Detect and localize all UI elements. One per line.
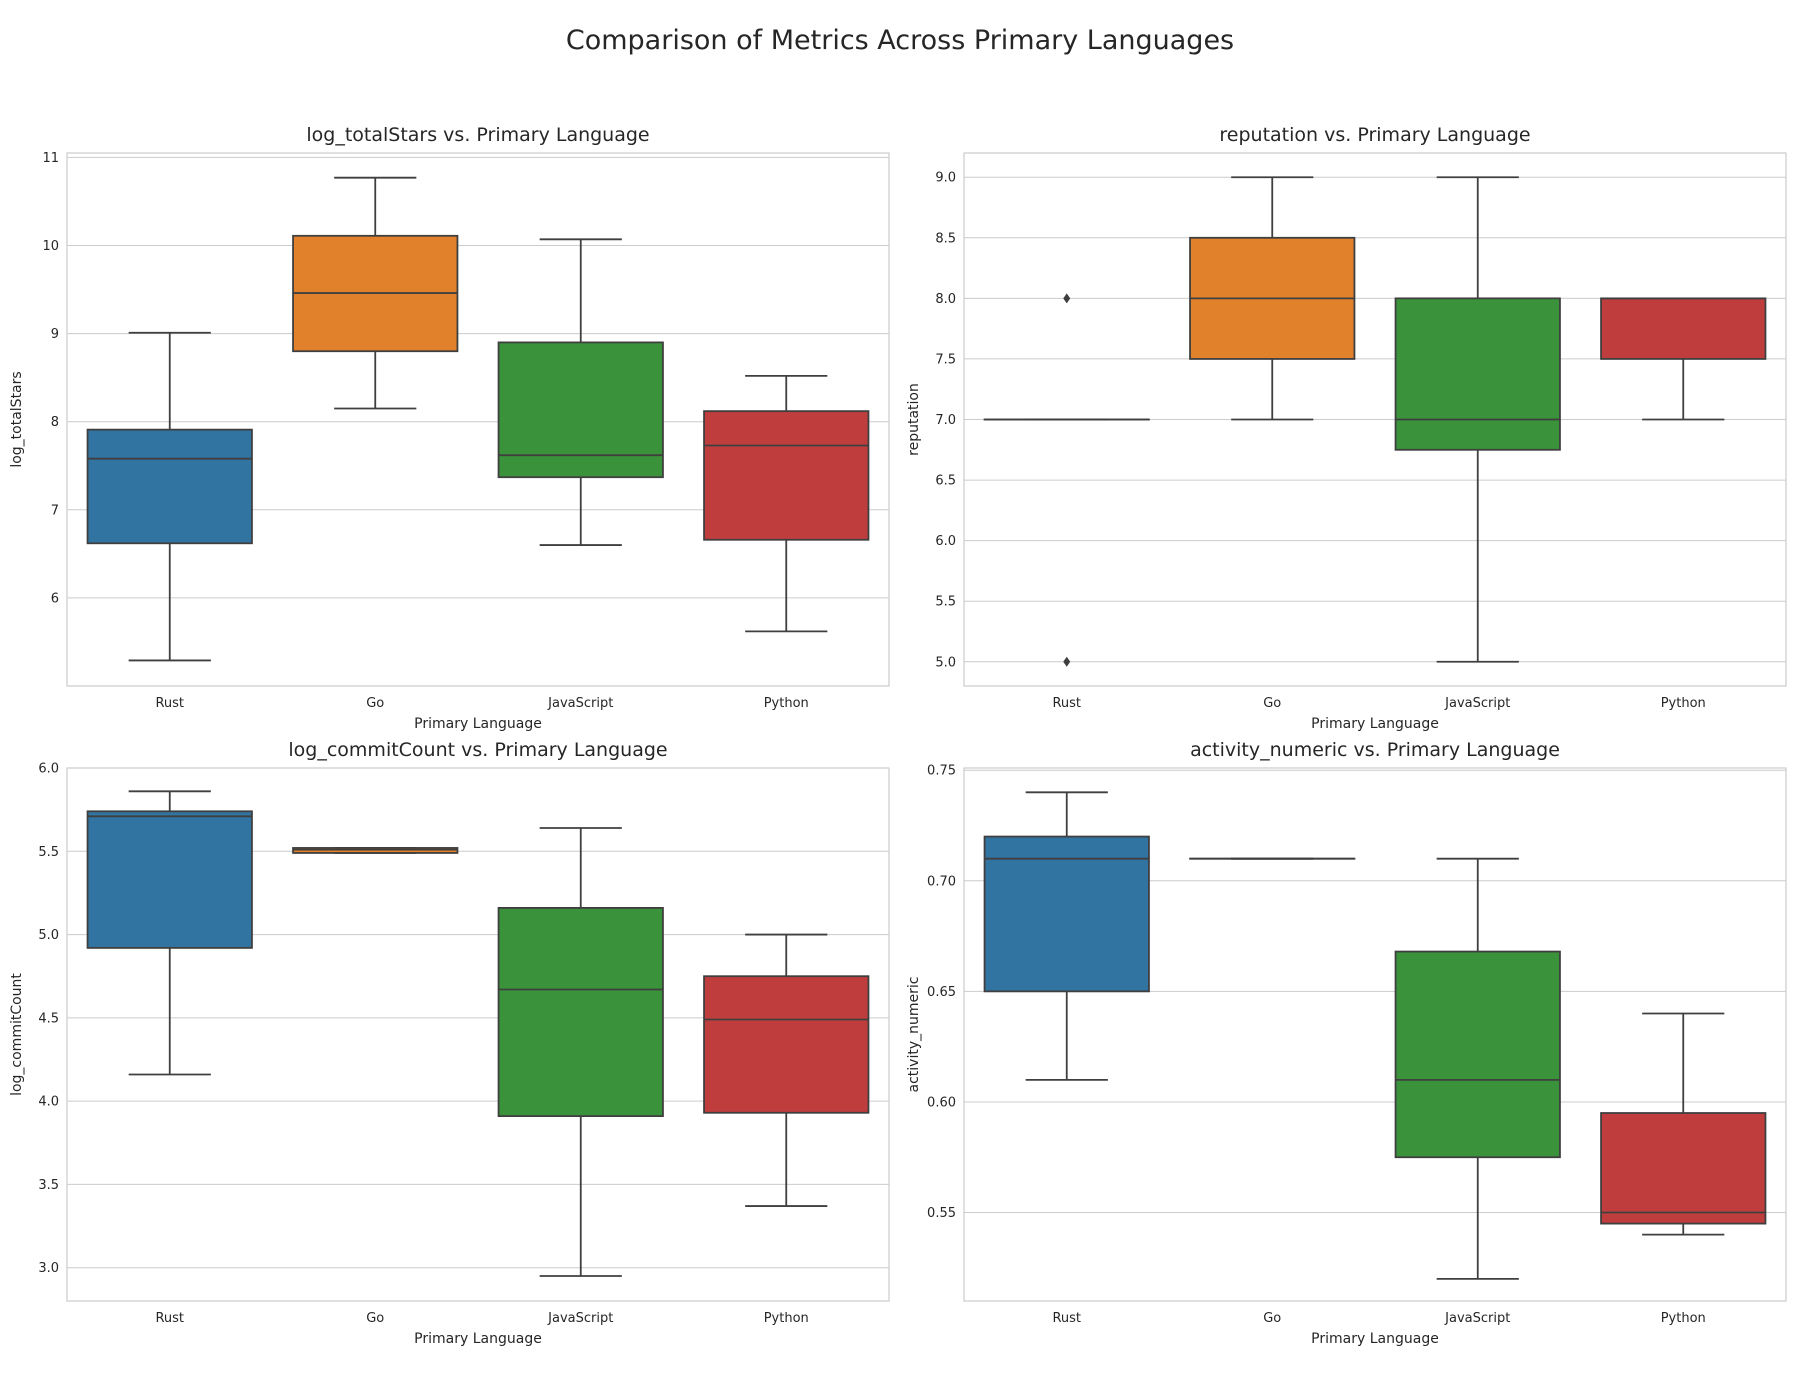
y-tick-label: 10 [42, 239, 59, 254]
y-tick-label: 8 [51, 415, 59, 430]
y-axis-label: log_commitCount [9, 973, 25, 1096]
box-python [1600, 1112, 1767, 1225]
y-tick-label: 7 [51, 503, 59, 518]
box-javascript [497, 907, 664, 1118]
x-tick-label: Rust [155, 1311, 184, 1326]
y-tick-label: 6.0 [935, 534, 956, 549]
y-tick-label: 7.0 [935, 413, 956, 428]
box-rust [86, 428, 253, 545]
outlier-point [1063, 656, 1071, 667]
subplot-1: 6 7 8 9 10 11 Rust Go JavaScript Python log_totalS… [9, 124, 890, 732]
y-tick-label: 0.75 [927, 764, 956, 779]
x-tick-label: Python [1661, 696, 1706, 711]
subplot-4: 0.55 0.60 0.65 0.70 0.75 Rust Go JavaScript Pyth… [906, 739, 1787, 1347]
subplot-title: log_commitCount vs. Primary Language [288, 739, 667, 761]
y-tick-label: 7.5 [935, 352, 956, 367]
y-tick-label: 0.55 [927, 1206, 956, 1221]
plot-frame [963, 152, 1787, 687]
y-tick-label: 0.70 [927, 874, 956, 889]
subplot-3: 3.0 3.5 4.0 4.5 5.0 5.5 6.0 Rust Go JavaScript Pyt… [9, 739, 890, 1347]
x-tick-label: JavaScript [547, 696, 613, 711]
y-tick-label: 9 [51, 327, 59, 342]
box-python [703, 975, 870, 1114]
y-axis-label: reputation [906, 383, 922, 456]
x-tick-label: Go [1263, 1311, 1281, 1326]
subplot-title: activity_numeric vs. Primary Language [1190, 739, 1560, 761]
x-tick-label: Rust [1052, 696, 1081, 711]
x-axis-label: Primary Language [1311, 716, 1439, 732]
x-axis-label: Primary Language [414, 716, 542, 732]
y-tick-label: 8.5 [935, 231, 956, 246]
y-tick-label: 3.5 [38, 1178, 59, 1193]
x-tick-label: JavaScript [547, 1311, 613, 1326]
subplot-grid: 6 7 8 9 10 11 Rust Go JavaScript Python log_totalS… [9, 124, 1787, 1347]
y-tick-label: 5.0 [38, 928, 59, 943]
x-tick-label: Rust [1052, 1311, 1081, 1326]
x-tick-label: JavaScript [1444, 696, 1510, 711]
subplot-title: log_totalStars vs. Primary Language [306, 124, 649, 146]
y-tick-label: 6.0 [38, 762, 59, 777]
x-tick-label: JavaScript [1444, 1311, 1510, 1326]
y-axis-label: log_totalStars [9, 371, 25, 467]
box-python [703, 410, 870, 541]
x-tick-label: Go [366, 1311, 384, 1326]
box-rust [983, 835, 1150, 993]
x-tick-label: Python [764, 696, 809, 711]
y-tick-label: 11 [42, 151, 59, 166]
x-tick-label: Python [1661, 1311, 1706, 1326]
y-tick-label: 0.65 [927, 985, 956, 1000]
y-tick-label: 5.5 [935, 595, 956, 610]
box-javascript [1394, 950, 1561, 1159]
y-tick-label: 9.0 [935, 171, 956, 186]
plot-frame [963, 767, 1787, 1302]
plot-frame [66, 152, 890, 687]
x-tick-label: Python [764, 1311, 809, 1326]
x-tick-label: Go [1263, 696, 1281, 711]
box-python [1600, 297, 1767, 360]
figure-title: Comparison of Metrics Across Primary Lan… [566, 25, 1234, 56]
y-tick-label: 6 [51, 591, 59, 606]
plot-frame [66, 767, 890, 1302]
y-tick-label: 4.0 [38, 1095, 59, 1110]
subplot-2: 5.0 5.5 6.0 6.5 7.0 7.5 8.0 8.5 9.0 Rust Go JavaScr… [906, 124, 1787, 732]
outlier-point [1063, 293, 1071, 304]
y-tick-label: 5.0 [935, 655, 956, 670]
x-tick-label: Go [366, 696, 384, 711]
y-tick-label: 0.60 [927, 1095, 956, 1110]
y-tick-label: 4.5 [38, 1011, 59, 1026]
y-tick-label: 5.5 [38, 845, 59, 860]
y-axis-label: activity_numeric [906, 977, 922, 1093]
box-javascript [497, 341, 664, 479]
subplot-title: reputation vs. Primary Language [1219, 124, 1530, 146]
box-rust [86, 810, 253, 949]
x-axis-label: Primary Language [1311, 1331, 1439, 1347]
box-javascript [1394, 297, 1561, 451]
y-tick-label: 3.0 [38, 1261, 59, 1276]
x-axis-label: Primary Language [414, 1331, 542, 1347]
y-tick-label: 6.5 [935, 474, 956, 489]
y-tick-label: 8.0 [935, 292, 956, 307]
x-tick-label: Rust [155, 696, 184, 711]
